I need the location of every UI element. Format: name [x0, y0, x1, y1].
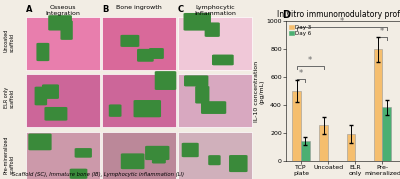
Bar: [374, 49, 382, 161]
Text: *: *: [299, 69, 303, 78]
Text: *: *: [380, 27, 384, 36]
Text: Pre-mineralized
scaffold: Pre-mineralized scaffold: [4, 135, 15, 174]
Bar: [319, 125, 328, 161]
Text: Bone ingrowth: Bone ingrowth: [116, 5, 162, 10]
Title: In vitro immunomodulatory profile: In vitro immunomodulatory profile: [277, 10, 400, 19]
Text: *: *: [308, 56, 312, 65]
Bar: [382, 107, 391, 161]
Bar: [346, 134, 355, 161]
Text: Uncoated
scaffold: Uncoated scaffold: [4, 28, 15, 52]
Text: B: B: [102, 5, 108, 14]
Legend: Day 3, Day 6: Day 3, Day 6: [289, 24, 312, 36]
Text: Lymphocytic
Inflammation: Lymphocytic Inflammation: [194, 5, 236, 16]
Text: C: C: [178, 5, 184, 14]
Text: A: A: [26, 5, 32, 14]
Y-axis label: IL-10 concentration
(pg/mL): IL-10 concentration (pg/mL): [254, 61, 265, 122]
Bar: [301, 141, 310, 161]
Text: D: D: [282, 10, 290, 20]
Text: Scaffold (SC), Immature bone (IB), Lymphocytic inflammation (LI): Scaffold (SC), Immature bone (IB), Lymph…: [12, 172, 184, 177]
Text: Osseous
Integration: Osseous Integration: [46, 5, 80, 16]
Bar: [292, 91, 301, 161]
Text: ELR only
scaffold: ELR only scaffold: [4, 86, 15, 108]
Text: *: *: [340, 17, 344, 26]
